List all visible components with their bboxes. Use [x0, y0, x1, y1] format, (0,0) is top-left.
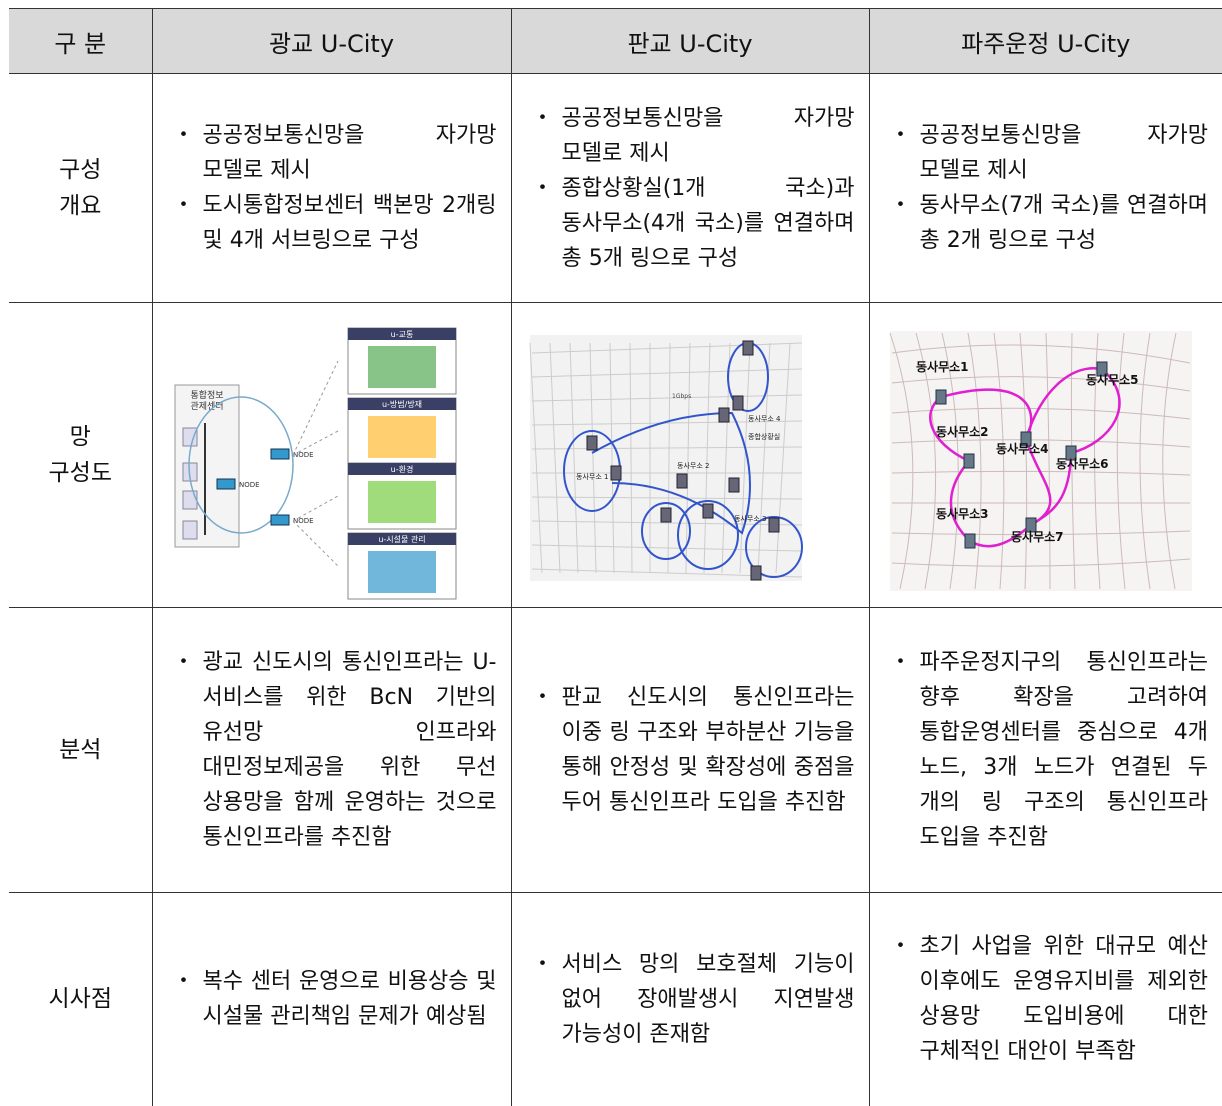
diagram-label: 동사무소 4 — [748, 414, 781, 423]
diagram-label: 종합상황실 — [748, 432, 780, 441]
node — [271, 449, 289, 459]
table-row: 분석광교 신도시의 통신인프라는 U-서비스를 위한 BcN 기반의 유선망 인… — [9, 608, 1222, 893]
diagram-label: 동사무소 1 — [576, 472, 608, 481]
node — [769, 518, 779, 532]
header-cell: 구 분 — [9, 9, 152, 74]
node — [587, 436, 597, 450]
link — [293, 431, 338, 455]
network-diagram: 통합정보관제센터NODENODENODEu-교통u-방범/방재u-환경u-시설물… — [153, 303, 512, 603]
panel-art — [368, 481, 436, 523]
bullet-item: 광교 신도시의 통신인프라는 U-서비스를 위한 BcN 기반의 유선망 인프라… — [173, 645, 497, 855]
bullet-item: 도시통합정보센터 백본망 2개링 및 4개 서브링으로 구성 — [173, 188, 497, 258]
node — [661, 508, 671, 522]
node — [965, 534, 975, 548]
diagram-label: 동사무소1 — [916, 359, 969, 374]
diagram-label: 통합정보 — [190, 390, 223, 401]
table-row: 시사점 복수 센터 운영으로 비용상승 및 시설물 관리책임 문제가 예상됨 서비스… — [9, 893, 1222, 1106]
server — [183, 491, 197, 509]
server — [183, 521, 197, 539]
bullet-item: 초기 사업을 위한 대규모 예산 이후에도 운영유지비를 제외한 상용망 도입비… — [890, 929, 1209, 1069]
header-cell: 파주운정 U-City — [869, 9, 1222, 74]
diagram-label: NODE — [239, 481, 260, 489]
bullet-item: 종합상황실(1개 국소)과 동사무소(4개 국소)를 연결하며 총 5개 링으로… — [532, 171, 855, 276]
link — [293, 361, 338, 455]
node — [751, 566, 761, 580]
text-cell: 파주운정지구의 통신인프라는 향후 확장을 고려하여 통합운영센터를 중심으로 … — [869, 608, 1222, 893]
node — [677, 474, 687, 488]
text-cell: 공공정보통신망을 자가망 모델로 제시도시통합정보센터 백본망 2개링 및 4개… — [152, 74, 511, 303]
row-label: 분석 — [9, 608, 152, 893]
node — [271, 515, 289, 525]
row-label: 구성 개요 — [9, 74, 152, 303]
diagram-label: 동사무소 2 — [677, 461, 709, 470]
table-row: 구성 개요공공정보통신망을 자가망 모델로 제시도시통합정보센터 백본망 2개링… — [9, 74, 1222, 303]
text-cell: 공공정보통신망을 자가망 모델로 제시동사무소(7개 국소)를 연결하며 총 2… — [869, 74, 1222, 303]
bullet-item: 복수 센터 운영으로 비용상승 및 시설물 관리책임 문제가 예상됨 — [173, 964, 497, 1034]
diagram-label: 동사무소2 — [936, 424, 989, 439]
diagram-label: u-방범/방재 — [381, 399, 421, 409]
row-label: 망 구성도 — [9, 303, 152, 608]
text-cell: 공공정보통신망을 자가망 모델로 제시종합상황실(1개 국소)과 동사무소(4개… — [511, 74, 869, 303]
node — [611, 466, 621, 480]
network-diagram: 동사무소1 동사무소5 동사무소2 동사무소4 동사무소6 동사무소3 동사무소7 — [870, 303, 1222, 603]
node — [719, 408, 729, 422]
link — [293, 521, 338, 566]
bullet-item: 파주운정지구의 통신인프라는 향후 확장을 고려하여 통합운영센터를 중심으로 … — [890, 645, 1209, 855]
text-cell: 광교 신도시의 통신인프라는 U-서비스를 위한 BcN 기반의 유선망 인프라… — [152, 608, 511, 893]
panel-art — [368, 551, 436, 593]
header-cell: 판교 U-City — [511, 9, 869, 74]
link — [293, 496, 338, 521]
diagram-label: u-시설물 관리 — [378, 534, 425, 544]
diagram-label: 동사무소4 — [996, 441, 1049, 456]
node — [217, 479, 235, 489]
node — [964, 454, 974, 468]
diagram-label: NODE — [293, 451, 314, 459]
diagram-label: 동사무소7 — [1011, 529, 1064, 544]
bullet-item: 공공정보통신망을 자가망 모델로 제시 — [890, 118, 1209, 188]
node — [703, 504, 713, 518]
node — [743, 341, 753, 355]
diagram-label: 동사무소5 — [1086, 372, 1139, 387]
node — [733, 396, 743, 410]
node — [936, 390, 946, 404]
diagram-label: 1Gbps — [672, 393, 691, 400]
panel-art — [368, 416, 436, 458]
bullet-item: 서비스 망의 보호절체 기능이 없어 장애발생시 지연발생 가능성이 존재함 — [532, 947, 855, 1052]
diagram-label: 동사무소3 — [936, 506, 989, 521]
bullet-item: 공공정보통신망을 자가망 모델로 제시 — [173, 118, 497, 188]
diagram-label: u-교통 — [390, 330, 413, 339]
text-cell: 판교 신도시의 통신인프라는 이중 링 구조와 부하분산 기능을 통해 안정성 … — [511, 608, 869, 893]
text-cell: 서비스 망의 보호절체 기능이 없어 장애발생시 지연발생 가능성이 존재함 — [511, 893, 869, 1106]
text-cell: 복수 센터 운영으로 비용상승 및 시설물 관리책임 문제가 예상됨 — [152, 893, 511, 1106]
header-cell: 광교 U-City — [152, 9, 511, 74]
bullet-item: 공공정보통신망을 자가망 모델로 제시 — [532, 101, 855, 171]
server — [183, 428, 197, 446]
diagram-label: 동사무소6 — [1056, 456, 1109, 471]
diagram-label: 동사무소 3 — [734, 514, 766, 523]
row-label: 시사점 — [9, 893, 152, 1106]
bullet-item: 동사무소(7개 국소)를 연결하며 총 2개 링으로 구성 — [890, 188, 1209, 258]
diagram-label: u-환경 — [390, 464, 413, 474]
diagram-label: NODE — [293, 517, 314, 525]
node — [729, 478, 739, 492]
panel-art — [368, 346, 436, 388]
diagram-cell: 동사무소1 동사무소5 동사무소2 동사무소4 동사무소6 동사무소3 동사무소7 — [869, 303, 1222, 608]
bullet-item: 판교 신도시의 통신인프라는 이중 링 구조와 부하분산 기능을 통해 안정성 … — [532, 680, 855, 820]
text-cell: 초기 사업을 위한 대규모 예산 이후에도 운영유지비를 제외한 상용망 도입비… — [869, 893, 1222, 1106]
